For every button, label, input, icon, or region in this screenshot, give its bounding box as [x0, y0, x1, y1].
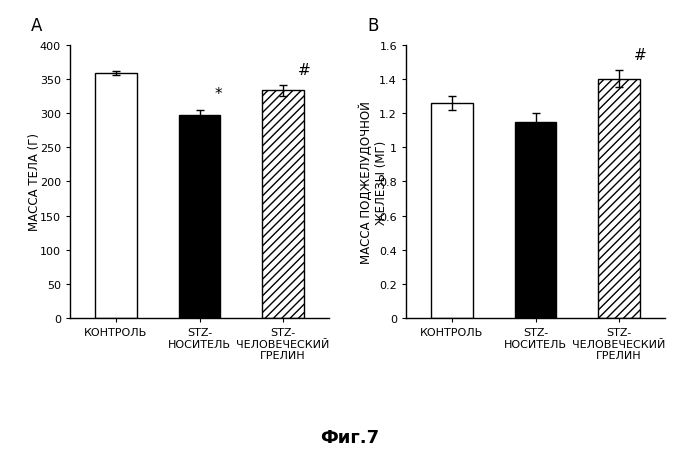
Bar [431, 104, 472, 318]
Bar [514, 122, 556, 318]
Text: #: # [298, 63, 310, 77]
Text: *: * [214, 87, 222, 102]
Bar [178, 116, 220, 318]
Text: #: # [634, 48, 646, 63]
Bar [262, 91, 304, 318]
Text: Фиг.7: Фиг.7 [321, 428, 379, 446]
Text: A: A [31, 17, 43, 35]
Y-axis label: МАССА ПОДЖЕЛУДОЧНОЙ
ЖЕЛЕЗЫ (МГ): МАССА ПОДЖЕЛУДОЧНОЙ ЖЕЛЕЗЫ (МГ) [359, 101, 388, 263]
Text: B: B [367, 17, 379, 35]
Y-axis label: МАССА ТЕЛА (Г): МАССА ТЕЛА (Г) [28, 133, 41, 231]
Bar [95, 74, 136, 318]
Bar [598, 80, 640, 318]
